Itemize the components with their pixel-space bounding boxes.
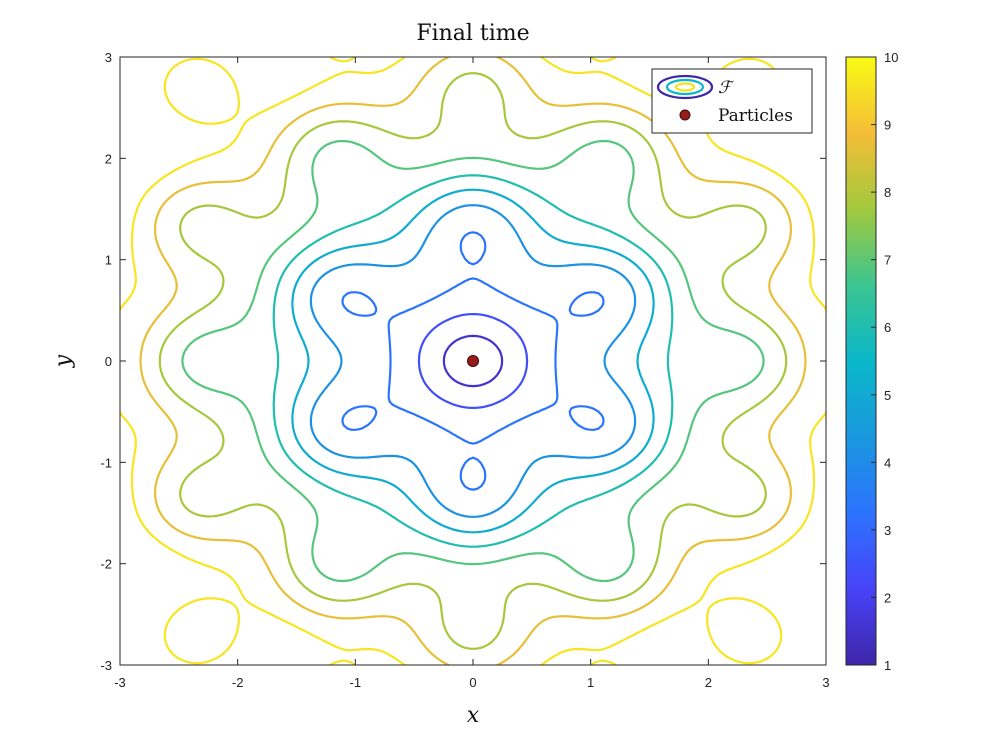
x-tick-label: 3 [822, 675, 829, 690]
y-tick-label: -3 [100, 658, 112, 673]
x-tick-label: -2 [232, 675, 244, 690]
contour-lines [120, 57, 826, 665]
contour-level-7 [158, 72, 788, 650]
contour-level-8 [139, 57, 807, 665]
colorbar-tick-label: 4 [884, 455, 891, 470]
y-tick-label: -1 [100, 455, 112, 470]
contour-level-5 [272, 174, 674, 548]
legend: ℱ Particles [651, 68, 813, 134]
particle-marker [467, 355, 479, 367]
x-axis-label: x [467, 703, 480, 728]
colorbar-ticks: 1 2 3 4 5 6 7 8 9 10 [871, 50, 898, 673]
contour-level-0 [442, 334, 504, 388]
colorbar-tick-label: 6 [884, 320, 891, 335]
colorbar [845, 56, 877, 666]
legend-particle-marker [679, 109, 691, 121]
x-axis-ticks: -3 -2 -1 0 1 2 3 [114, 57, 830, 690]
colorbar-tick-label: 1 [884, 658, 891, 673]
contour-level-4 [291, 188, 655, 534]
colorbar-tick-label: 2 [884, 590, 891, 605]
y-axis-ticks: -3 -2 -1 0 1 2 3 [100, 50, 826, 673]
y-tick-label: -2 [100, 557, 112, 572]
colorbar-tick-label: 9 [884, 118, 891, 133]
contour-level-3 [309, 204, 637, 518]
colorbar-tick-label: 7 [884, 253, 891, 268]
colorbar-tick-label: 5 [884, 388, 891, 403]
colorbar-tick-label: 3 [884, 523, 891, 538]
y-tick-label: 0 [105, 354, 112, 369]
legend-contour-icon [656, 74, 714, 100]
y-tick-label: 1 [105, 253, 112, 268]
contour-level-1 [417, 313, 529, 409]
x-tick-label: -1 [350, 675, 362, 690]
y-tick-label: 2 [105, 151, 112, 166]
y-axis-label: y [51, 354, 76, 368]
particle-markers [467, 355, 479, 367]
legend-label-functional: ℱ [718, 78, 735, 98]
contour-level-6 [181, 139, 765, 583]
chart-title: Final time [416, 21, 529, 46]
legend-label-particles: Particles [718, 106, 793, 126]
x-tick-label: -3 [114, 675, 126, 690]
colorbar-tick-label: 10 [884, 50, 898, 65]
x-tick-label: 1 [587, 675, 594, 690]
colorbar-tick-label: 8 [884, 185, 891, 200]
x-tick-label: 2 [705, 675, 712, 690]
y-tick-label: 3 [105, 50, 112, 65]
x-tick-label: 0 [469, 675, 476, 690]
contour-level-2 [341, 231, 605, 491]
